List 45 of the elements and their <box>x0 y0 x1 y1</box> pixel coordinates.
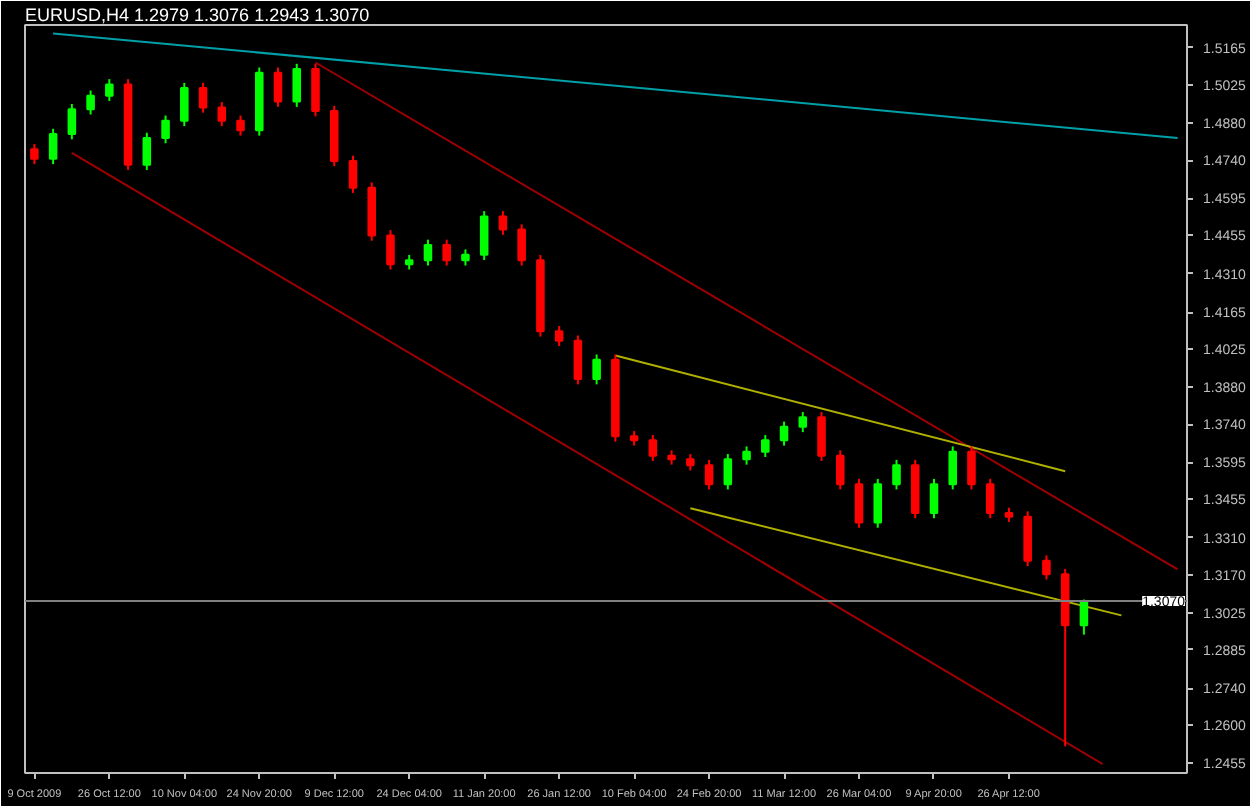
candlestick <box>798 411 808 434</box>
candlestick <box>423 238 433 267</box>
candlestick <box>1023 510 1032 567</box>
candlestick <box>142 131 152 171</box>
candlestick <box>348 154 358 194</box>
candlestick <box>1042 554 1051 581</box>
candlestick <box>180 81 189 128</box>
candlestick <box>948 445 958 491</box>
candlestick <box>311 62 320 118</box>
candlestick <box>648 434 658 462</box>
candlestick <box>442 238 451 267</box>
candlestick <box>367 181 377 242</box>
candlestick <box>554 325 564 348</box>
candlestick <box>105 78 114 103</box>
candlestick <box>292 62 302 108</box>
candlestick <box>817 411 826 462</box>
candlestick <box>985 477 995 520</box>
candlestick <box>48 127 58 166</box>
candlestick <box>873 477 883 529</box>
candlestick <box>854 477 864 529</box>
candlestick <box>236 114 245 137</box>
candlestick <box>30 143 39 166</box>
candlestick <box>704 458 714 491</box>
candlestick <box>723 453 733 491</box>
candlestick <box>517 223 526 267</box>
candlestick <box>67 102 77 141</box>
candlestick <box>573 334 583 386</box>
candlestick <box>929 477 939 520</box>
candlestick <box>386 229 395 271</box>
candlestick <box>479 210 489 261</box>
candlestick <box>86 89 95 116</box>
candlestick <box>835 449 845 491</box>
candlestick <box>198 81 208 114</box>
candlestick <box>742 445 751 466</box>
candlestick <box>967 445 976 491</box>
candlestick <box>273 66 283 108</box>
candlestick <box>161 114 170 145</box>
chart-title: EURUSD,H4 1.2979 1.3076 1.2943 1.3070 <box>25 5 370 25</box>
candlestick <box>498 210 508 236</box>
candlestick <box>761 434 770 458</box>
candlestick <box>217 101 227 128</box>
candlestick <box>892 458 901 491</box>
candlestick <box>779 420 789 447</box>
candlestick <box>910 458 920 520</box>
candlestick <box>592 353 601 386</box>
